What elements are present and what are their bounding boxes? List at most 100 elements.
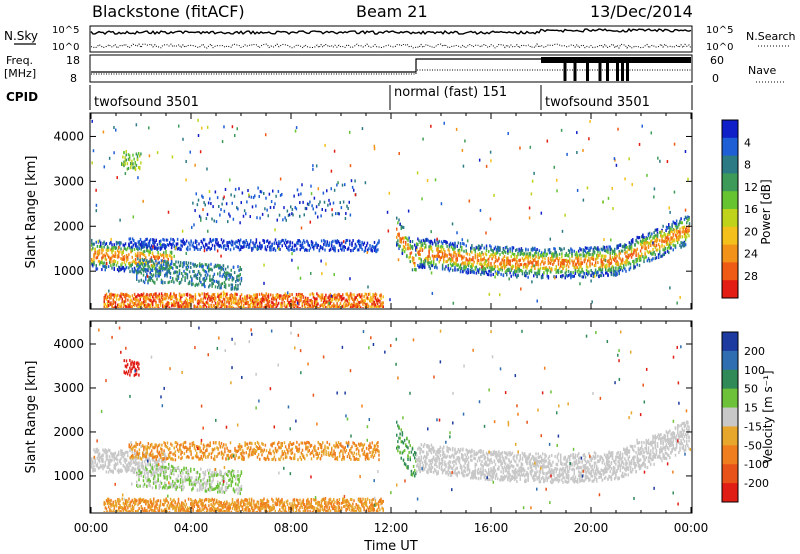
power-echo <box>470 246 472 250</box>
power-echo <box>525 274 527 278</box>
power-echo <box>547 268 550 272</box>
power-echo <box>431 242 434 246</box>
power-echo <box>444 254 446 258</box>
power-echo <box>351 296 353 300</box>
power-echo <box>223 297 226 301</box>
power-echo <box>606 245 608 249</box>
power-echo <box>358 295 361 299</box>
power-echo <box>251 205 254 209</box>
power-echo <box>666 249 669 253</box>
power-noise <box>669 286 671 290</box>
power-echo <box>337 293 339 297</box>
nave-series <box>91 69 691 75</box>
power-echo <box>497 265 499 269</box>
power-echo <box>310 184 312 188</box>
power-echo <box>103 299 105 303</box>
power-echo <box>589 248 591 252</box>
power-echo <box>123 244 126 248</box>
power-noise <box>189 150 192 154</box>
power-echo <box>506 245 508 249</box>
power-echo <box>166 293 168 297</box>
power-echo <box>515 262 517 266</box>
power-echo <box>650 240 652 244</box>
power-echo <box>179 261 182 265</box>
power-echo <box>164 244 166 248</box>
power-echo <box>257 306 260 308</box>
power-noise <box>182 137 184 141</box>
power-noise <box>407 209 410 213</box>
power-echo <box>170 262 173 266</box>
power-echo <box>343 244 345 248</box>
power-echo <box>607 273 609 277</box>
power-echo <box>483 246 485 250</box>
power-echo <box>471 258 473 262</box>
power-echo <box>671 230 673 234</box>
power-echo <box>149 271 151 275</box>
colorbar-tick-label: 12 <box>744 181 758 194</box>
power-echo <box>430 264 433 268</box>
power-echo <box>635 250 637 254</box>
power-echo <box>330 187 332 191</box>
power-echo <box>475 271 478 275</box>
power-echo <box>234 294 236 298</box>
power-echo <box>155 274 157 278</box>
power-echo <box>146 296 148 300</box>
power-echo <box>220 238 223 242</box>
power-echo <box>269 248 271 252</box>
power-echo <box>328 243 331 247</box>
power-echo <box>609 268 611 272</box>
power-echo <box>616 263 618 267</box>
power-echo <box>492 255 494 259</box>
freq-bar <box>598 57 602 81</box>
power-echo <box>197 247 199 251</box>
power-echo <box>183 242 186 246</box>
power-echo <box>474 253 476 257</box>
power-echo <box>355 306 357 308</box>
power-echo <box>545 268 547 272</box>
power-echo <box>158 273 160 277</box>
power-echo <box>544 248 546 252</box>
power-echo <box>456 268 458 272</box>
power-echo <box>209 277 211 281</box>
power-echo <box>326 300 328 304</box>
power-echo <box>644 240 646 244</box>
power-noise <box>497 267 500 271</box>
power-noise <box>330 169 333 173</box>
power-echo <box>131 162 133 166</box>
power-echo <box>328 241 331 245</box>
power-echo <box>443 239 445 243</box>
power-echo <box>349 294 352 298</box>
power-noise <box>652 241 654 245</box>
power-echo <box>205 243 207 247</box>
power-echo <box>625 250 627 254</box>
power-echo <box>320 295 323 299</box>
power-echo <box>353 293 355 297</box>
power-echo <box>119 243 121 247</box>
power-echo <box>499 268 501 272</box>
power-echo <box>630 242 633 246</box>
power-echo <box>209 237 211 241</box>
power-echo <box>221 282 223 286</box>
power-echo <box>149 258 151 262</box>
power-echo <box>597 250 599 254</box>
power-echo <box>109 242 111 246</box>
power-echo <box>575 262 578 266</box>
power-echo <box>234 301 236 305</box>
power-echo <box>202 305 204 308</box>
power-echo <box>370 247 372 251</box>
power-echo <box>103 297 105 301</box>
power-echo <box>328 198 330 202</box>
power-noise <box>461 238 464 242</box>
power-echo <box>192 297 194 301</box>
power-noise <box>519 146 521 150</box>
power-echo <box>264 304 266 308</box>
power-echo <box>247 189 249 193</box>
power-echo <box>116 268 119 272</box>
power-echo <box>349 239 351 243</box>
power-echo <box>209 247 211 251</box>
power-noise <box>591 300 593 304</box>
power-noise <box>137 176 139 180</box>
freq-bar <box>586 57 589 81</box>
